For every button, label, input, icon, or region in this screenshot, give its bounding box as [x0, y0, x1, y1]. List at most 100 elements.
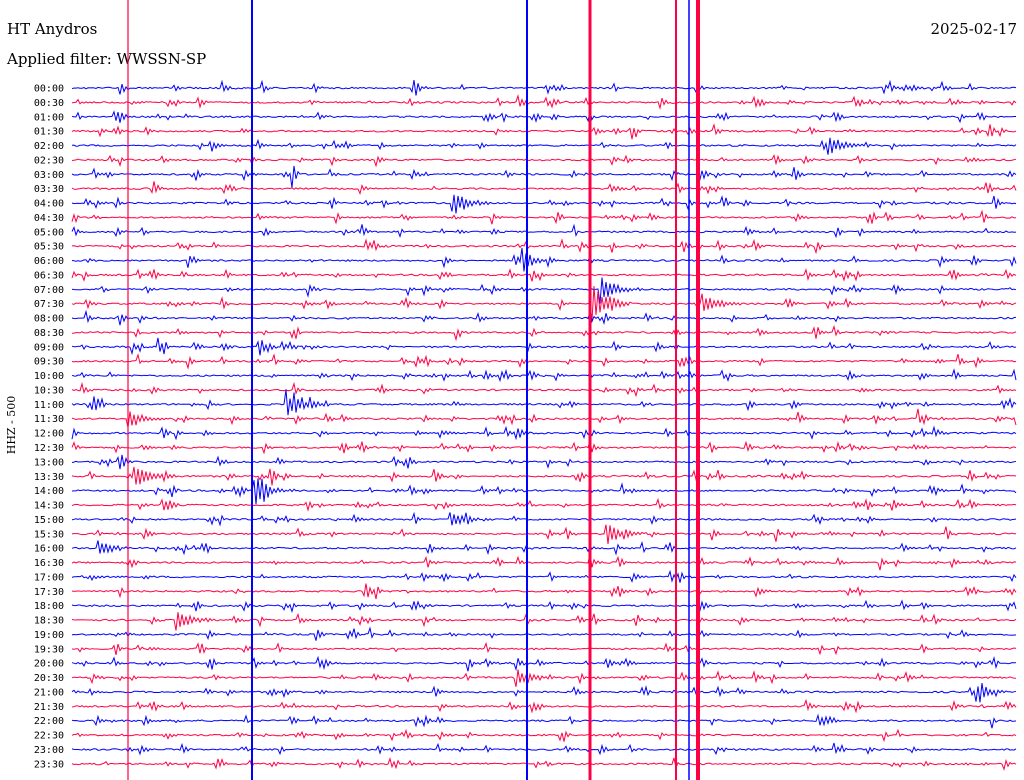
seismic-trace: [71, 181, 1017, 196]
time-tick-label: 17:00: [34, 572, 64, 583]
seismic-trace: [71, 353, 1017, 370]
seismic-trace: [71, 440, 1017, 455]
time-tick-label: 22:30: [34, 731, 64, 742]
time-tick-label: 13:30: [34, 472, 64, 483]
time-tick-label: 17:30: [34, 587, 64, 598]
seismic-trace: [71, 425, 1017, 441]
time-tick-label: 10:30: [34, 385, 64, 396]
seismic-trace: [71, 641, 1017, 656]
seismic-trace: [71, 408, 1017, 428]
time-tick-label: 03:30: [34, 184, 64, 195]
time-tick-label: 23:30: [34, 759, 64, 770]
time-tick-label: 11:00: [34, 400, 64, 411]
time-tick-label: 21:00: [34, 687, 64, 698]
time-tick-label: 09:30: [34, 357, 64, 368]
seismic-trace: [71, 209, 1017, 225]
time-tick-label: 14:00: [34, 486, 64, 497]
seismic-trace: [71, 110, 1016, 124]
seismic-trace: [71, 79, 1017, 96]
time-tick-group: 00:00 00:30 01:00 01:30 02:00 02:30 03:00 03:30…: [34, 84, 64, 771]
seismic-trace: [71, 757, 1017, 771]
seismic-trace: [71, 655, 1017, 672]
seismic-trace: [71, 553, 1017, 571]
seismic-trace: [71, 381, 1017, 398]
seismic-trace: [71, 626, 1016, 641]
seismic-trace: [71, 612, 1017, 631]
time-tick-label: 08:00: [34, 314, 64, 325]
seismic-trace: [71, 337, 1017, 356]
time-tick-label: 19:30: [34, 644, 64, 655]
time-tick-label: 19:00: [34, 630, 64, 641]
seismic-trace: [71, 389, 1017, 416]
seismic-trace: [71, 698, 1017, 714]
time-tick-label: 20:00: [34, 659, 64, 670]
filter-label: Applied filter: WWSSN-SP: [7, 50, 207, 68]
time-tick-label: 00:00: [34, 84, 64, 95]
time-tick-label: 12:00: [34, 429, 64, 440]
seismic-trace: [71, 238, 1017, 255]
time-tick-label: 12:30: [34, 443, 64, 454]
time-tick-label: 22:00: [34, 716, 64, 727]
time-tick-label: 13:00: [34, 457, 64, 468]
seismic-trace: [71, 524, 1016, 545]
seismic-trace: [71, 683, 1017, 703]
time-tick-label: 02:00: [34, 141, 64, 152]
seismic-trace: [71, 247, 1017, 272]
seismic-trace: [71, 497, 1017, 512]
seismic-trace: [71, 153, 1017, 168]
time-tick-label: 16:00: [34, 544, 64, 555]
seismic-trace: [71, 286, 1017, 321]
time-tick-label: 05:00: [34, 227, 64, 238]
time-tick-label: 23:00: [34, 745, 64, 756]
seismic-trace: [71, 569, 1017, 583]
time-tick-label: 16:30: [34, 558, 64, 569]
time-tick-label: 02:30: [34, 155, 64, 166]
seismic-trace: [71, 223, 1017, 239]
trace-group: [71, 0, 1017, 780]
time-tick-label: 04:30: [34, 213, 64, 224]
time-tick-label: 00:30: [34, 98, 64, 109]
seismic-trace: [71, 669, 1017, 687]
seismic-trace: [71, 742, 1017, 756]
time-tick-label: 06:30: [34, 270, 64, 281]
seismic-trace: [71, 540, 1017, 556]
time-tick-label: 03:00: [34, 170, 64, 181]
time-tick-label: 01:30: [34, 127, 64, 138]
time-tick-label: 21:30: [34, 702, 64, 713]
time-tick-label: 09:00: [34, 342, 64, 353]
seismic-trace: [71, 728, 1017, 743]
time-tick-label: 18:30: [34, 616, 64, 627]
seismic-trace: [71, 137, 1017, 155]
time-tick-label: 15:00: [34, 515, 64, 526]
time-tick-label: 11:30: [34, 414, 64, 425]
date-label: 2025-02-17: [930, 20, 1017, 38]
time-tick-label: 08:30: [34, 328, 64, 339]
time-tick-label: 15:30: [34, 529, 64, 540]
seismic-trace: [71, 583, 1017, 600]
seismic-trace: [71, 511, 1017, 527]
seismic-trace: [71, 713, 1017, 729]
seismic-trace: [71, 466, 1017, 486]
seismic-trace: [71, 123, 1017, 140]
seismic-trace: [71, 165, 1017, 188]
seismic-trace: [71, 324, 1017, 342]
seismic-trace: [71, 309, 1017, 326]
seismic-trace: [71, 454, 1017, 470]
time-tick-label: 07:00: [34, 285, 64, 296]
time-tick-label: 18:00: [34, 601, 64, 612]
seismic-trace: [71, 93, 1017, 110]
seismic-trace: [71, 599, 1017, 614]
time-tick-label: 05:30: [34, 242, 64, 253]
time-tick-label: 04:00: [34, 199, 64, 210]
time-tick-label: 20:30: [34, 673, 64, 684]
time-tick-label: 01:00: [34, 112, 64, 123]
seismic-trace: [71, 368, 1017, 383]
time-tick-label: 07:30: [34, 299, 64, 310]
seismic-trace: [71, 194, 1017, 214]
time-tick-label: 10:00: [34, 371, 64, 382]
station-title: HT Anydros: [7, 20, 98, 38]
time-tick-label: 06:00: [34, 256, 64, 267]
time-tick-label: 14:30: [34, 501, 64, 512]
seismic-trace: [71, 268, 1017, 282]
